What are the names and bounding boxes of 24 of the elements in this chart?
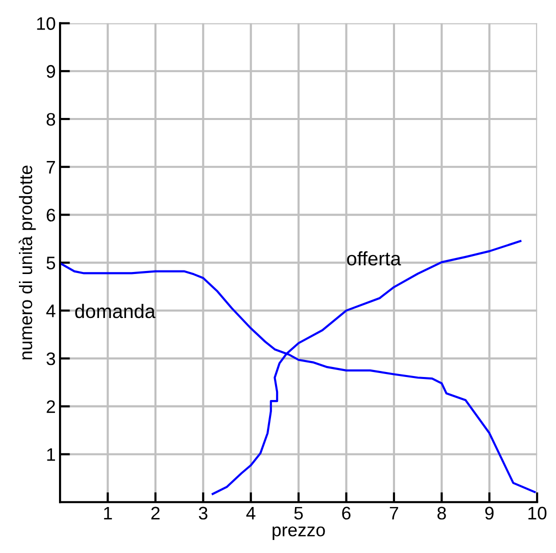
annotation: domanda bbox=[75, 304, 156, 318]
y-tick-label: 9 bbox=[46, 65, 56, 78]
x-tick-label: 5 bbox=[294, 506, 303, 520]
y-tick-label: 10 bbox=[37, 17, 56, 30]
x-tick-label: 4 bbox=[246, 506, 256, 520]
y-tick-label: 6 bbox=[46, 208, 56, 222]
y-tick-label: 1 bbox=[47, 448, 55, 461]
y-tick-label: 8 bbox=[46, 112, 56, 126]
annotation: offerta bbox=[347, 251, 402, 266]
y-tick-label: 3 bbox=[46, 352, 56, 366]
x-tick-label: 3 bbox=[198, 506, 208, 520]
x-tick-label: 7 bbox=[390, 506, 398, 520]
y-tick-label: 5 bbox=[46, 256, 56, 270]
x-tick-label: 2 bbox=[151, 506, 160, 520]
x-tick-label: 6 bbox=[342, 506, 351, 520]
x-tick-label: 8 bbox=[437, 506, 446, 520]
x-axis-title: prezzo bbox=[272, 526, 325, 540]
y-axis-title: numero di unità prodotte bbox=[18, 166, 36, 360]
y-tick-label: 4 bbox=[46, 304, 56, 318]
y-tick-label: 2 bbox=[46, 400, 55, 413]
x-tick-label: 10 bbox=[528, 506, 546, 520]
x-tick-label: 1 bbox=[104, 506, 112, 520]
y-tick-label: 7 bbox=[46, 161, 55, 174]
x-tick-label: 9 bbox=[485, 506, 494, 520]
